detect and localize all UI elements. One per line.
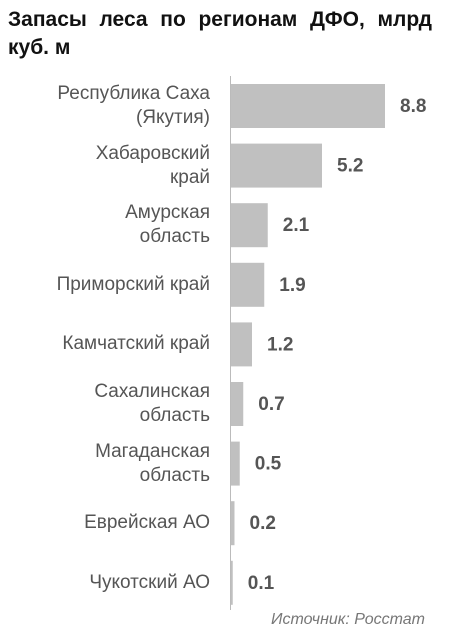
- bar: [231, 382, 244, 426]
- bar: [231, 560, 233, 605]
- value-label: 1.9: [279, 275, 305, 296]
- bar: [231, 501, 235, 546]
- value-label: 0.2: [250, 513, 276, 534]
- category-label: Магаданская область: [95, 440, 210, 486]
- value-label: 8.8: [400, 96, 426, 117]
- bar: [231, 84, 385, 128]
- category-label: Чукотский АО: [89, 571, 210, 593]
- value-label: 0.7: [258, 394, 284, 415]
- category-label: Хабаровский край: [95, 142, 210, 188]
- value-label: 1.2: [267, 334, 293, 355]
- category-label: Приморский край: [56, 273, 210, 295]
- bar: [231, 322, 252, 367]
- category-label: Амурская область: [125, 202, 210, 248]
- category-label: Еврейская АО: [84, 512, 210, 534]
- value-label: 5.2: [337, 156, 363, 177]
- bar: [231, 262, 265, 307]
- bar: [231, 143, 322, 188]
- category-label: Камчатский край: [62, 333, 210, 355]
- bar: [231, 203, 268, 248]
- value-label: 0.5: [255, 454, 282, 475]
- value-label: 2.1: [283, 215, 310, 236]
- source: Источник: Росстат: [271, 611, 425, 628]
- value-label: 0.1: [248, 573, 275, 594]
- chart-title: Запасы леса по регионам ДФО, млрд куб. м: [8, 8, 432, 59]
- bar: [231, 441, 240, 486]
- category-label: Республика Саха (Якутия): [57, 83, 210, 128]
- category-label: Сахалинская область: [94, 381, 210, 426]
